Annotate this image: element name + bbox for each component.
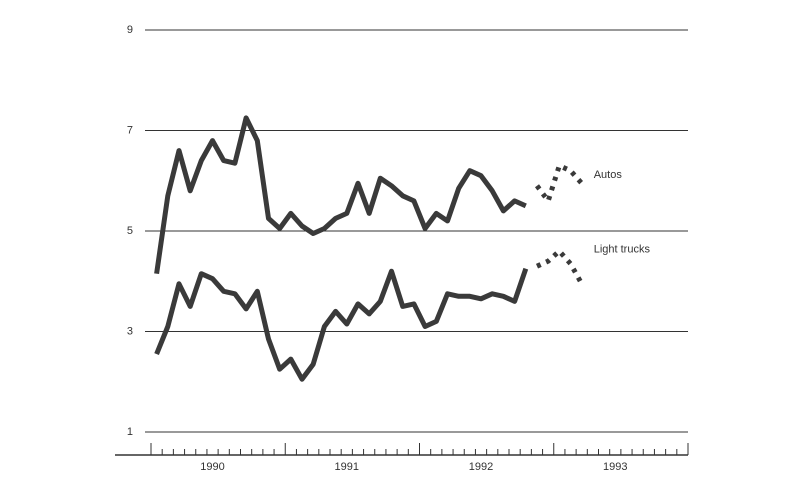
projection-line	[535, 248, 584, 286]
x-tick-label: 1990	[200, 461, 224, 473]
series-line	[154, 267, 529, 382]
projection-line	[534, 163, 584, 204]
y-tick-label: 3	[127, 325, 133, 337]
series-line	[154, 115, 527, 275]
series-label: Autos	[594, 169, 623, 181]
x-tick-label: 1991	[335, 461, 359, 473]
x-tick-label: 1993	[603, 461, 627, 473]
x-tick-label: 1992	[469, 461, 493, 473]
y-tick-label: 5	[127, 225, 133, 237]
y-tick-label: 9	[127, 24, 133, 36]
y-tick-label: 7	[127, 124, 133, 136]
y-tick-label: 1	[127, 426, 133, 438]
series-label: Light trucks	[594, 244, 651, 256]
